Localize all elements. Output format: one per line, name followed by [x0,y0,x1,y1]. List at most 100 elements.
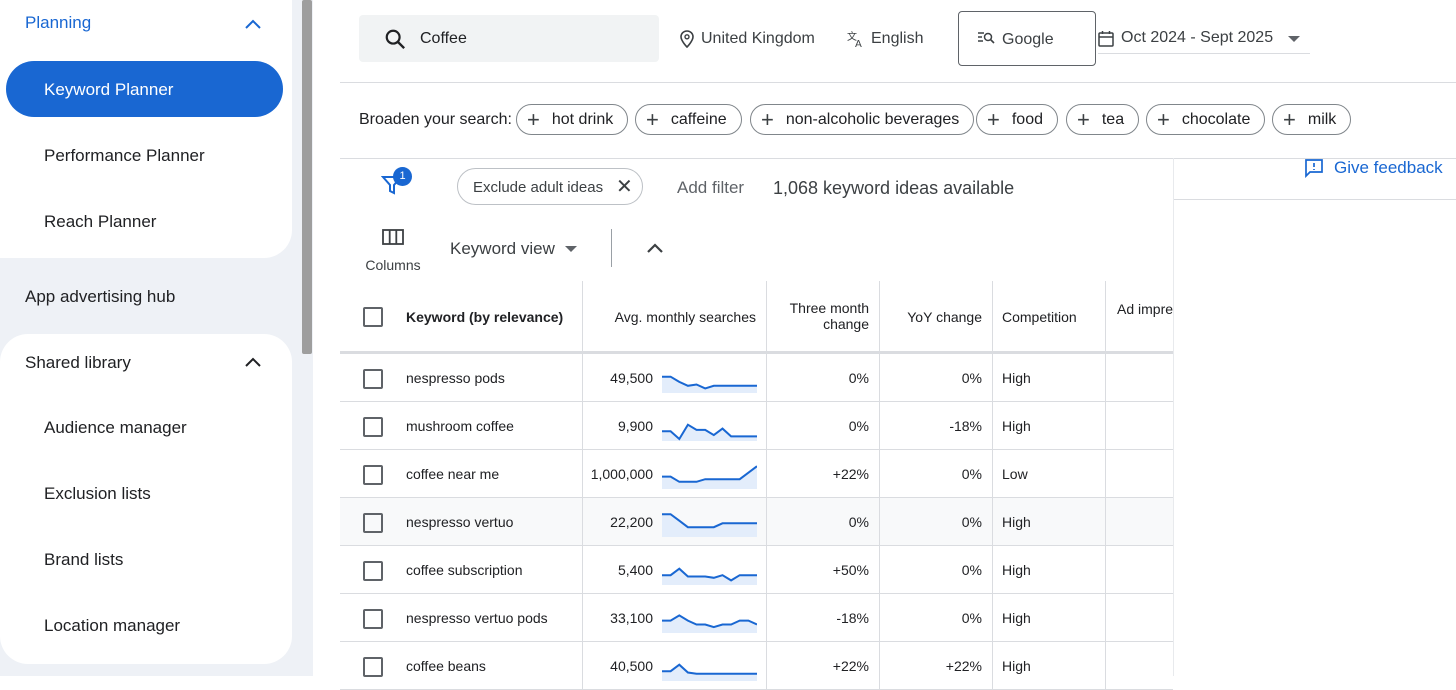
row-checkbox[interactable] [363,465,383,485]
trend-sparkline [662,614,757,633]
chip-label: hot drink [551,110,614,128]
shared-library-header[interactable]: Shared library [25,353,131,373]
yoy-change-cell: 0% [961,610,982,626]
header-ad-impression-share[interactable]: Ad impre [1117,301,1174,317]
sparkline-line [662,663,757,675]
column-divider [992,450,993,497]
sidebar-item-app-advertising-hub[interactable]: App advertising hub [25,287,176,306]
sparkline-area [662,568,757,585]
three-month-change-cell: 0% [848,370,869,386]
keyword-view-label: Keyword view [450,239,555,258]
row-checkbox[interactable] [363,609,383,629]
plus-icon: + [527,106,540,132]
header-three-month-change[interactable]: Three month change [770,300,869,332]
sidebar-item-keyword-planner[interactable]: Keyword Planner [6,61,283,117]
broaden-chip[interactable]: + non-alcoholic beverages [750,104,975,135]
planning-header[interactable]: Planning [25,13,91,33]
chip-label: milk [1307,110,1337,128]
broaden-chip[interactable]: + milk [1272,104,1352,135]
column-divider [879,546,880,593]
sidebar-scrollbar[interactable] [302,0,312,354]
language-selector[interactable]: 文 A English [847,30,923,48]
close-icon[interactable]: ✕ [616,176,633,198]
broaden-chip[interactable]: + chocolate [1146,104,1266,135]
broaden-chip[interactable]: + hot drink [516,104,629,135]
search-icon [385,29,406,50]
keyword-cell: coffee subscription [406,562,523,578]
competition-cell: Low [1002,466,1028,482]
location-selector[interactable]: United Kingdom [679,30,815,48]
plus-icon: + [1077,106,1090,132]
header-yoy-change[interactable]: YoY change [907,309,982,325]
add-filter-button[interactable]: Add filter [677,178,745,197]
column-divider [1105,498,1106,545]
select-all-checkbox[interactable] [363,307,383,327]
sidebar-item-reach-planner[interactable]: Reach Planner [44,212,157,231]
header-avg-monthly-searches[interactable]: Avg. monthly searches [614,309,756,325]
table-row[interactable]: nespresso vertuo pods 33,100 -18% 0% High [340,594,1173,642]
column-divider [992,498,993,545]
broaden-chip[interactable]: + food [976,104,1058,135]
language-label: English [871,30,924,47]
avg-monthly-searches-cell: 40,500 [610,658,653,674]
column-divider [1105,402,1106,449]
chevron-up-icon[interactable] [243,14,263,34]
table-row[interactable]: nespresso vertuo 22,200 0% 0% High [340,498,1173,546]
exclude-adult-ideas-chip[interactable]: Exclude adult ideas ✕ [457,168,643,205]
table-row[interactable]: coffee subscription 5,400 +50% 0% High [340,546,1173,594]
column-divider [992,642,993,689]
column-divider [582,281,583,351]
sidebar-item-location-manager[interactable]: Location manager [44,616,181,635]
competition-cell: High [1002,562,1031,578]
sidebar-item-performance-planner[interactable]: Performance Planner [44,146,205,165]
three-month-change-cell: +22% [832,466,869,482]
yoy-change-cell: 0% [961,562,982,578]
sidebar-item-exclusion-lists[interactable]: Exclusion lists [44,484,151,503]
column-divider [766,594,767,641]
svg-text:文: 文 [847,30,857,43]
column-divider [582,546,583,593]
chip-label: chocolate [1181,110,1251,128]
column-divider [766,281,767,351]
chevron-up-icon[interactable] [243,352,263,372]
network-selector[interactable]: Google [958,11,1096,66]
column-divider [879,642,880,689]
row-checkbox[interactable] [363,657,383,677]
chevron-up-icon[interactable] [645,238,665,258]
row-checkbox[interactable] [363,561,383,581]
give-feedback-button[interactable]: Give feedback [1304,158,1443,178]
sparkline-area [662,466,757,489]
column-divider [766,354,767,401]
table-row[interactable]: mushroom coffee 9,900 0% -18% High [340,402,1173,450]
table-row[interactable]: coffee beans 40,500 +22% +22% High [340,642,1173,690]
search-input[interactable]: Coffee [359,15,659,62]
avg-monthly-searches-cell: 22,200 [610,514,653,530]
table-header: Keyword (by relevance) Avg. monthly sear… [340,281,1173,354]
keyword-view-dropdown[interactable]: Keyword view [450,239,577,259]
shared-library-title: Shared library [25,353,131,372]
column-divider [1105,450,1106,497]
column-divider [582,642,583,689]
column-divider [1105,642,1106,689]
column-divider [766,402,767,449]
row-checkbox[interactable] [363,417,383,437]
column-divider [879,450,880,497]
svg-text:A: A [855,39,862,48]
sidebar-item-brand-lists[interactable]: Brand lists [44,550,124,569]
competition-cell: High [1002,658,1031,674]
sparkline-area [662,514,757,537]
broaden-chip[interactable]: + caffeine [635,104,742,135]
row-checkbox[interactable] [363,369,383,389]
broaden-label: Broaden your search: [359,111,512,128]
sparkline-line [662,375,757,390]
header-line: change [823,316,869,332]
table-row[interactable]: coffee near me 1,000,000 +22% 0% Low [340,450,1173,498]
header-keyword[interactable]: Keyword (by relevance) [406,309,564,325]
row-checkbox[interactable] [363,513,383,533]
header-competition[interactable]: Competition [1002,309,1077,325]
sidebar-item-audience-manager[interactable]: Audience manager [44,418,187,437]
date-range-selector[interactable]: Oct 2024 - Sept 2025 [1098,28,1310,54]
columns-button[interactable]: Columns [363,228,423,273]
broaden-chip[interactable]: + tea [1066,104,1140,135]
table-row[interactable]: nespresso pods 49,500 0% 0% High [340,354,1173,402]
